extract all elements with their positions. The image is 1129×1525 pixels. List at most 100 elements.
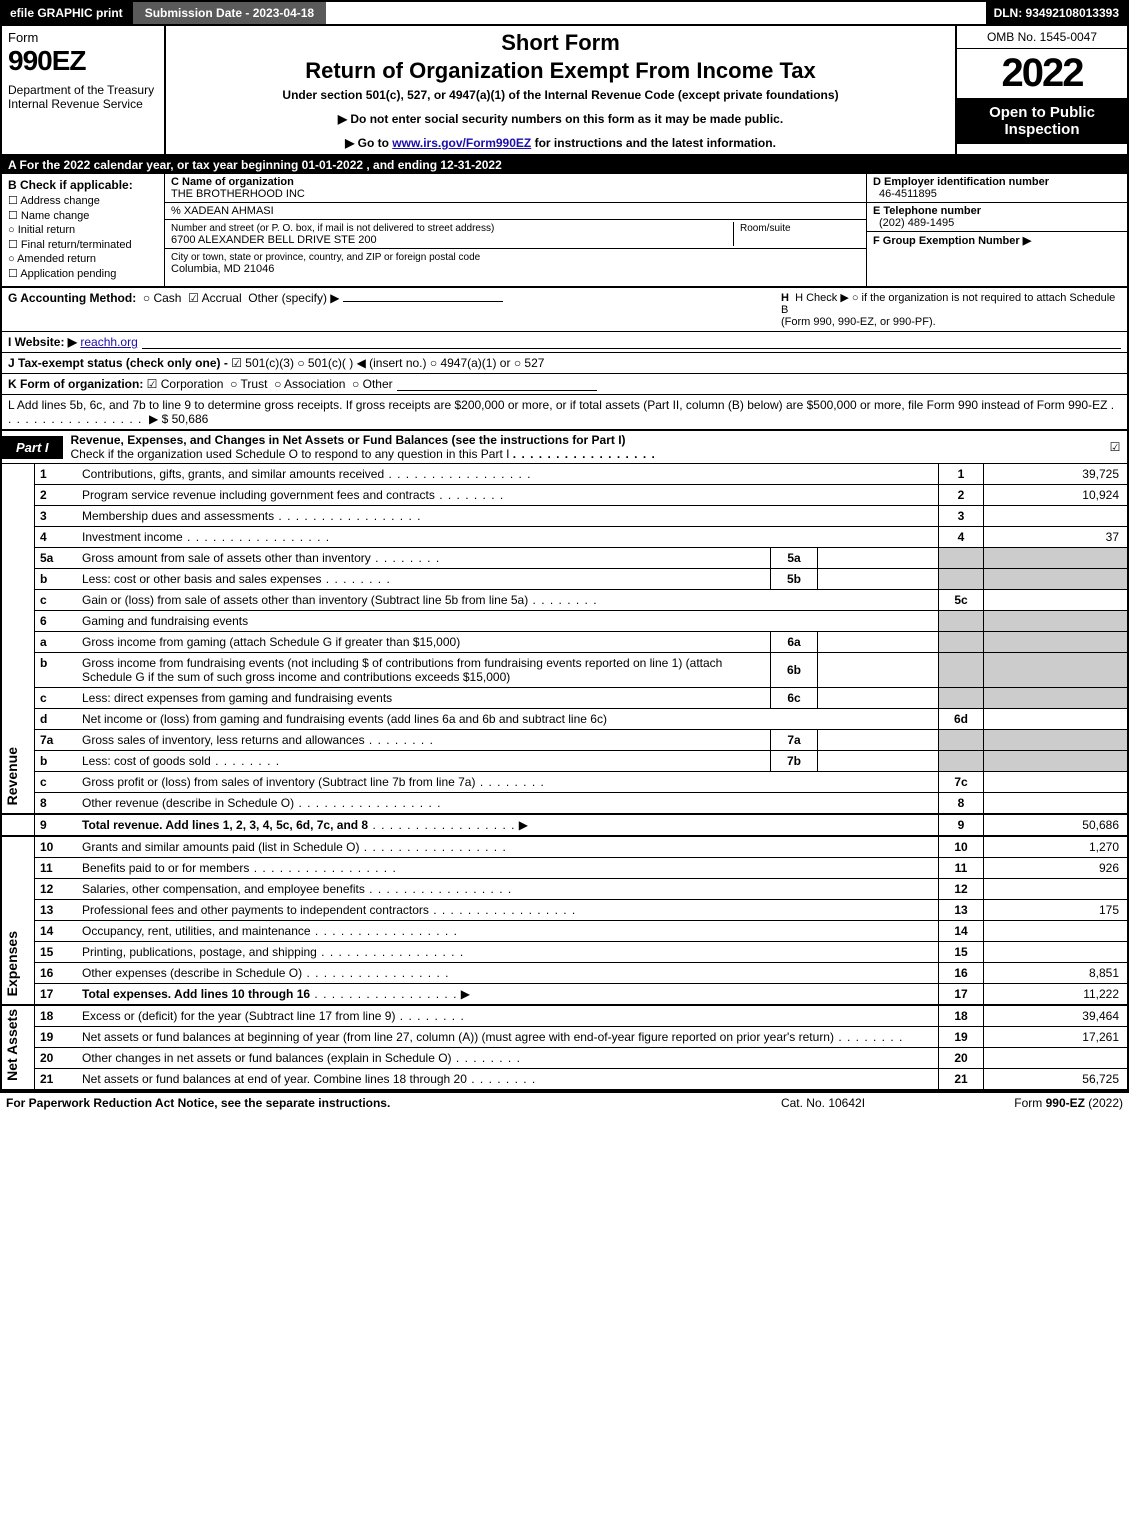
- h-sub: (Form 990, 990-EZ, or 990-PF).: [781, 316, 936, 328]
- k-corp[interactable]: Corporation: [147, 377, 224, 391]
- line-desc: Net assets or fund balances at end of ye…: [77, 1069, 939, 1091]
- line-amt: [984, 879, 1129, 900]
- k-other-line[interactable]: [397, 377, 597, 391]
- line-amt: [984, 709, 1129, 730]
- g-accrual[interactable]: Accrual: [188, 291, 241, 305]
- phone-value: (202) 489-1495: [873, 217, 954, 229]
- line-desc: Benefits paid to or for members: [77, 858, 939, 879]
- row-h: H H Check ▶ ○ if the organization is not…: [781, 291, 1121, 328]
- line-num: a: [35, 632, 78, 653]
- line-idx: 3: [939, 506, 984, 527]
- line-num: 10: [35, 836, 78, 858]
- line-num: 8: [35, 793, 78, 815]
- city-label: City or town, state or province, country…: [171, 252, 480, 263]
- g-label: G Accounting Method:: [8, 291, 136, 305]
- j-501c[interactable]: 501(c)( ) ◀ (insert no.): [297, 356, 426, 370]
- line-desc: Professional fees and other payments to …: [77, 900, 939, 921]
- sub-idx: 7a: [771, 730, 818, 751]
- form-title-2: Return of Organization Exempt From Incom…: [172, 58, 949, 84]
- website-link[interactable]: reachh.org: [80, 335, 137, 349]
- addr-value: 6700 ALEXANDER BELL DRIVE STE 200: [171, 234, 377, 246]
- dept-label: Department of the Treasury Internal Reve…: [8, 83, 158, 111]
- g-other[interactable]: Other (specify) ▶: [248, 291, 339, 305]
- line-num: 16: [35, 963, 78, 984]
- netassets-side-label: Net Assets: [1, 1005, 35, 1090]
- chk-application-pending[interactable]: Application pending: [8, 267, 158, 280]
- efile-label[interactable]: efile GRAPHIC print: [2, 2, 131, 24]
- k-assoc[interactable]: Association: [274, 377, 345, 391]
- line-desc: Grants and similar amounts paid (list in…: [77, 836, 939, 858]
- chk-initial-return[interactable]: Initial return: [8, 224, 158, 236]
- line-idx: 7c: [939, 772, 984, 793]
- k-other[interactable]: Other: [352, 377, 393, 391]
- part-1-schedule-o-check[interactable]: [1103, 440, 1127, 454]
- line-num: 1: [35, 464, 78, 485]
- part-1-subtitle: Check if the organization used Schedule …: [71, 447, 510, 461]
- line-idx: 18: [939, 1005, 984, 1027]
- line-num: 15: [35, 942, 78, 963]
- chk-amended-return[interactable]: Amended return: [8, 253, 158, 265]
- h-label: H Check ▶ ○ if the organization is not r…: [781, 292, 1115, 316]
- website-underline: [142, 335, 1121, 349]
- line-desc: Net income or (loss) from gaming and fun…: [77, 709, 939, 730]
- line-amt: 11,222: [984, 984, 1129, 1006]
- g-cash[interactable]: Cash: [143, 291, 182, 305]
- sub-idx: 7b: [771, 751, 818, 772]
- line-idx: 5c: [939, 590, 984, 611]
- line-num: c: [35, 688, 78, 709]
- omb-number: OMB No. 1545-0047: [957, 26, 1127, 49]
- part-1-title-text: Revenue, Expenses, and Changes in Net As…: [71, 433, 626, 447]
- room-label: Room/suite: [740, 223, 791, 234]
- line-idx: 2: [939, 485, 984, 506]
- sub-val: [818, 688, 939, 709]
- grey-cell: [939, 730, 984, 751]
- ein-value: 46-4511895: [873, 188, 937, 200]
- note2-pre: ▶ Go to: [345, 136, 392, 150]
- sub-val: [818, 751, 939, 772]
- line-num: 20: [35, 1048, 78, 1069]
- part-1-header: Part I Revenue, Expenses, and Changes in…: [0, 431, 1129, 464]
- line-desc: Other changes in net assets or fund bala…: [77, 1048, 939, 1069]
- blank-side: [1, 814, 35, 836]
- sub-idx: 5b: [771, 569, 818, 590]
- line-amt: [984, 921, 1129, 942]
- line-num: 5a: [35, 548, 78, 569]
- j-527[interactable]: 527: [514, 356, 545, 370]
- j-501c3[interactable]: 501(c)(3): [231, 356, 294, 370]
- line-num: b: [35, 751, 78, 772]
- line-desc: Total expenses. Add lines 10 through 16 …: [77, 984, 939, 1006]
- line-num: 2: [35, 485, 78, 506]
- grey-cell: [984, 632, 1129, 653]
- line-amt: 50,686: [984, 814, 1129, 836]
- line-num: 18: [35, 1005, 78, 1027]
- f-label: F Group Exemption Number ▶: [873, 235, 1031, 247]
- line-idx: 1: [939, 464, 984, 485]
- irs-link[interactable]: www.irs.gov/Form990EZ: [392, 136, 531, 150]
- line-desc: Total revenue. Add lines 1, 2, 3, 4, 5c,…: [77, 814, 939, 836]
- chk-address-change[interactable]: Address change: [8, 194, 158, 207]
- line-desc: Gross sales of inventory, less returns a…: [77, 730, 771, 751]
- form-title-block: Short Form Return of Organization Exempt…: [166, 26, 955, 154]
- row-i: I Website: ▶ reachh.org: [0, 332, 1129, 353]
- chk-name-change[interactable]: Name change: [8, 209, 158, 222]
- line-desc: Occupancy, rent, utilities, and maintena…: [77, 921, 939, 942]
- line-desc: Membership dues and assessments: [77, 506, 939, 527]
- city-value: Columbia, MD 21046: [171, 263, 274, 275]
- revenue-side-label: Revenue: [1, 464, 35, 814]
- line-amt: 10,924: [984, 485, 1129, 506]
- chk-final-return[interactable]: Final return/terminated: [8, 238, 158, 251]
- grey-cell: [984, 611, 1129, 632]
- row-g-h: G Accounting Method: Cash Accrual Other …: [0, 288, 1129, 332]
- line-desc: Gain or (loss) from sale of assets other…: [77, 590, 939, 611]
- sub-val: [818, 569, 939, 590]
- j-4947[interactable]: 4947(a)(1) or: [430, 356, 511, 370]
- k-trust[interactable]: Trust: [230, 377, 267, 391]
- line-num: 6: [35, 611, 78, 632]
- grey-cell: [984, 569, 1129, 590]
- org-name: THE BROTHERHOOD INC: [171, 188, 305, 200]
- footer-left: For Paperwork Reduction Act Notice, see …: [6, 1096, 723, 1110]
- sub-idx: 6a: [771, 632, 818, 653]
- line-num: b: [35, 569, 78, 590]
- g-other-line[interactable]: [343, 301, 503, 302]
- section-de: D Employer identification number 46-4511…: [866, 174, 1127, 286]
